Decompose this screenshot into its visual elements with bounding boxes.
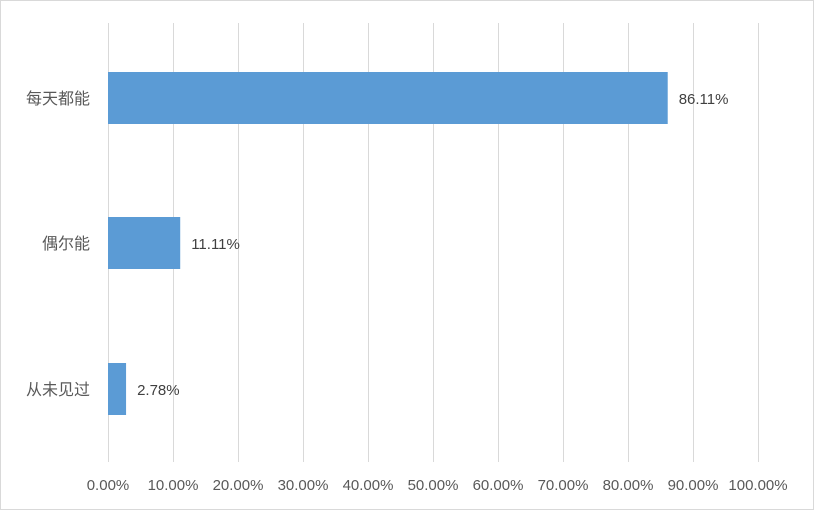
category-label: 偶尔能 [42,235,90,253]
x-tick-label: 30.00% [278,477,329,494]
x-tick-label: 70.00% [538,477,589,494]
x-tick-label: 60.00% [473,477,524,494]
bar [108,217,181,269]
data-label: 86.11% [679,91,729,108]
x-tick-label: 20.00% [213,477,264,494]
x-tick-label: 40.00% [343,477,394,494]
bar [108,72,668,124]
x-tick-label: 50.00% [408,477,459,494]
data-label: 2.78% [137,382,180,399]
category-label: 从未见过 [26,381,90,399]
x-tick-label: 90.00% [668,477,719,494]
x-tick-label: 10.00% [148,477,199,494]
bar [108,363,127,415]
category-label: 每天都能 [26,90,90,108]
data-label: 11.11% [191,236,240,253]
x-tick-label: 80.00% [603,477,654,494]
x-tick-label: 0.00% [87,477,130,494]
x-tick-label: 100.00% [728,477,787,494]
